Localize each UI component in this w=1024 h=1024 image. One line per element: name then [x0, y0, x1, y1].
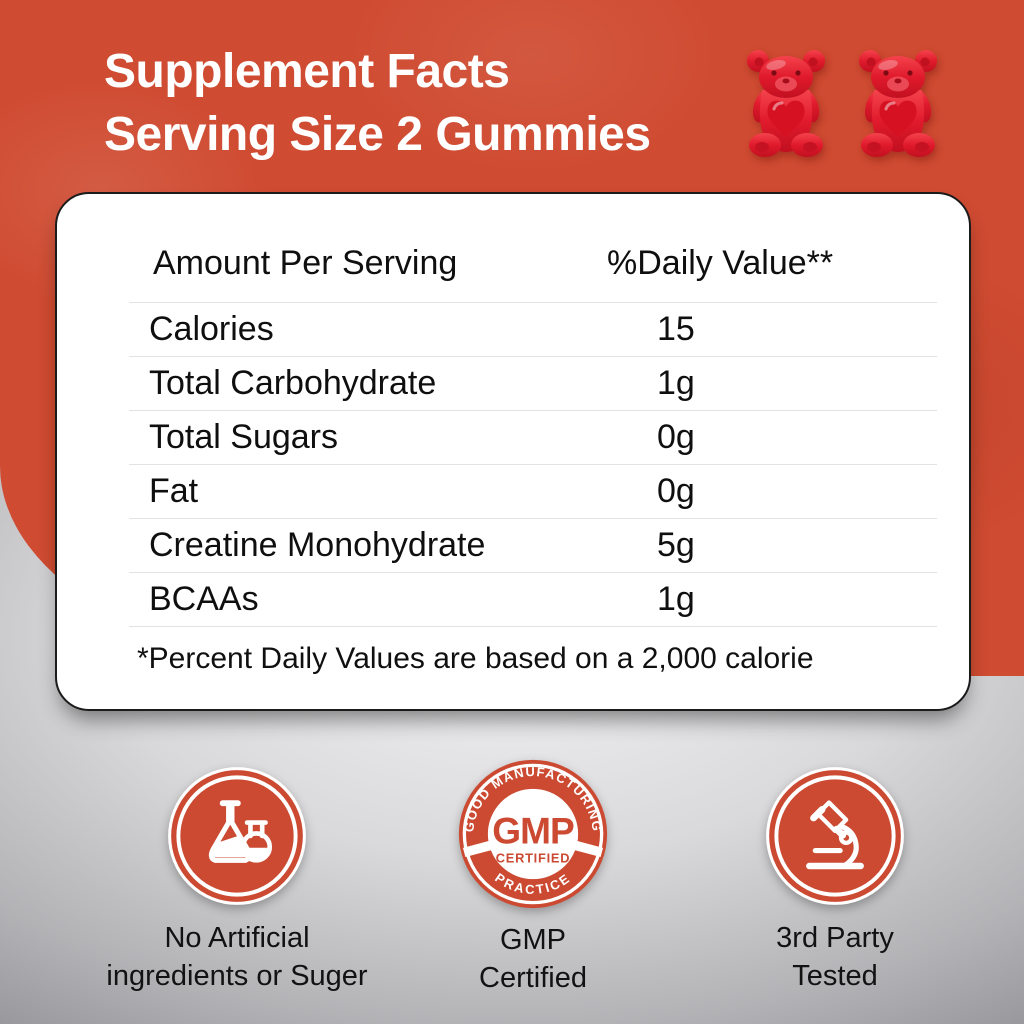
row-label: Total Carbohydrate [149, 364, 437, 402]
gummy-bear-icon [747, 50, 825, 157]
title-line-supplement-facts: Supplement Facts [104, 45, 510, 98]
facts-card: Amount Per Serving %Daily Value** Calori… [55, 192, 971, 711]
microscope-icon [766, 767, 904, 905]
row-value: 5g [657, 526, 695, 564]
badge-label: No Artificial ingredients or Suger [106, 919, 367, 995]
gummy-bear-icon [859, 50, 937, 157]
table-row: Calories 15 [129, 303, 937, 357]
badge-label-line1: 3rd Party [776, 922, 894, 954]
row-value: 15 [657, 310, 695, 348]
gmp-seal-center-text: GMP [492, 810, 574, 852]
gummy-bears [736, 46, 948, 158]
flask-icon [168, 767, 306, 905]
badge-label-line2: Certified [479, 962, 587, 994]
column-header-daily-value: %Daily Value** [607, 243, 834, 282]
row-label: Calories [149, 310, 274, 348]
row-value: 1g [657, 364, 695, 402]
facts-table: Amount Per Serving %Daily Value** Calori… [129, 194, 937, 676]
gmp-seal-certified-text: CERTIFIED [496, 851, 570, 866]
badge-label-line2: Tested [792, 960, 878, 992]
badge-label: 3rd Party Tested [776, 919, 894, 995]
row-label: Creatine Monohydrate [149, 526, 486, 564]
table-row: Total Sugars 0g [129, 411, 937, 465]
column-header-amount: Amount Per Serving [153, 243, 458, 282]
table-row: Creatine Monohydrate 5g [129, 519, 937, 573]
badge-label-line1: No Artificial [164, 922, 310, 954]
table-row: BCAAs 1g [129, 573, 937, 627]
row-label: Total Sugars [149, 418, 338, 456]
row-value: 0g [657, 472, 695, 510]
badge-label: GMP Certified [479, 921, 587, 997]
row-label: BCAAs [149, 580, 259, 618]
badge-gmp-certified: GOOD MANUFACTURING PRACTICE GMP CERTIFIE… [373, 758, 693, 997]
daily-value-footnote: *Percent Daily Values are based on a 2,0… [137, 642, 814, 675]
gmp-seal-icon: GOOD MANUFACTURING PRACTICE GMP CERTIFIE… [458, 759, 608, 909]
table-header: Amount Per Serving %Daily Value** [129, 194, 937, 303]
row-value: 1g [657, 580, 695, 618]
row-value: 0g [657, 418, 695, 456]
badge-no-artificial: No Artificial ingredients or Suger [77, 758, 397, 995]
title-line-serving-size: Serving Size 2 Gummies [104, 108, 651, 161]
page-title: Supplement Facts Serving Size 2 Gummies [104, 40, 651, 166]
table-row: Fat 0g [129, 465, 937, 519]
badge-3rd-party-tested: 3rd Party Tested [675, 758, 995, 995]
badge-label-line1: GMP [499, 924, 567, 956]
row-label: Fat [149, 472, 199, 510]
badge-label-line2: ingredients or Suger [106, 960, 368, 992]
table-row: Total Carbohydrate 1g [129, 357, 937, 411]
